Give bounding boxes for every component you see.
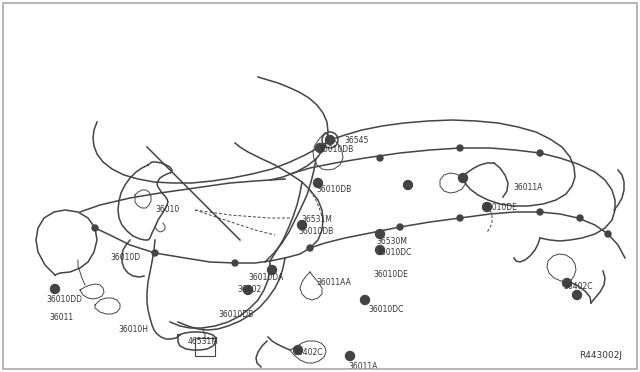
Circle shape	[232, 260, 238, 266]
Text: 36402C: 36402C	[293, 348, 323, 357]
Circle shape	[403, 180, 413, 189]
Circle shape	[457, 215, 463, 221]
Text: 36530M: 36530M	[376, 237, 407, 246]
Text: 36402: 36402	[237, 285, 261, 294]
Circle shape	[294, 346, 303, 355]
Text: 46531M: 46531M	[188, 337, 219, 346]
Circle shape	[314, 179, 323, 187]
Circle shape	[457, 145, 463, 151]
Text: 36010DB: 36010DB	[298, 227, 333, 236]
Circle shape	[360, 295, 369, 305]
Bar	[195, 338, 215, 356]
Text: 36545: 36545	[344, 136, 369, 145]
Text: 36010DB: 36010DB	[318, 145, 353, 154]
Text: 36010DC: 36010DC	[368, 305, 403, 314]
Text: 36011: 36011	[49, 313, 73, 322]
Circle shape	[376, 230, 385, 238]
Circle shape	[397, 224, 403, 230]
Text: 36010DB: 36010DB	[316, 185, 351, 194]
Circle shape	[326, 135, 335, 144]
Circle shape	[577, 215, 583, 221]
Text: 36010D: 36010D	[110, 253, 140, 262]
Text: 36402C: 36402C	[563, 282, 593, 291]
Text: 36010DE: 36010DE	[482, 203, 517, 212]
Circle shape	[298, 221, 307, 230]
Text: 36010H: 36010H	[118, 325, 148, 334]
Text: 36531M: 36531M	[301, 215, 332, 224]
Circle shape	[376, 246, 385, 254]
Circle shape	[315, 180, 321, 186]
Text: 36010DA: 36010DA	[248, 273, 284, 282]
Text: 36010DD: 36010DD	[46, 295, 82, 304]
Circle shape	[316, 144, 324, 153]
Circle shape	[377, 231, 383, 237]
Circle shape	[152, 250, 158, 256]
Text: 36010DC: 36010DC	[376, 248, 412, 257]
Circle shape	[537, 209, 543, 215]
Circle shape	[605, 231, 611, 237]
Circle shape	[299, 222, 305, 228]
Circle shape	[537, 150, 543, 156]
Circle shape	[243, 285, 253, 295]
Circle shape	[268, 266, 276, 275]
Text: 36010DB: 36010DB	[218, 310, 253, 319]
Text: 36010: 36010	[155, 205, 179, 214]
Circle shape	[307, 245, 313, 251]
Circle shape	[346, 352, 355, 360]
Circle shape	[458, 173, 467, 183]
Text: 36010DE: 36010DE	[373, 270, 408, 279]
Text: 36011A: 36011A	[513, 183, 542, 192]
Text: 36011A: 36011A	[348, 362, 378, 371]
Circle shape	[573, 291, 582, 299]
Text: 36011AA: 36011AA	[316, 278, 351, 287]
Text: R443002J: R443002J	[579, 351, 622, 360]
Circle shape	[563, 279, 572, 288]
Circle shape	[483, 202, 492, 212]
Circle shape	[92, 225, 98, 231]
Circle shape	[51, 285, 60, 294]
Circle shape	[377, 155, 383, 161]
